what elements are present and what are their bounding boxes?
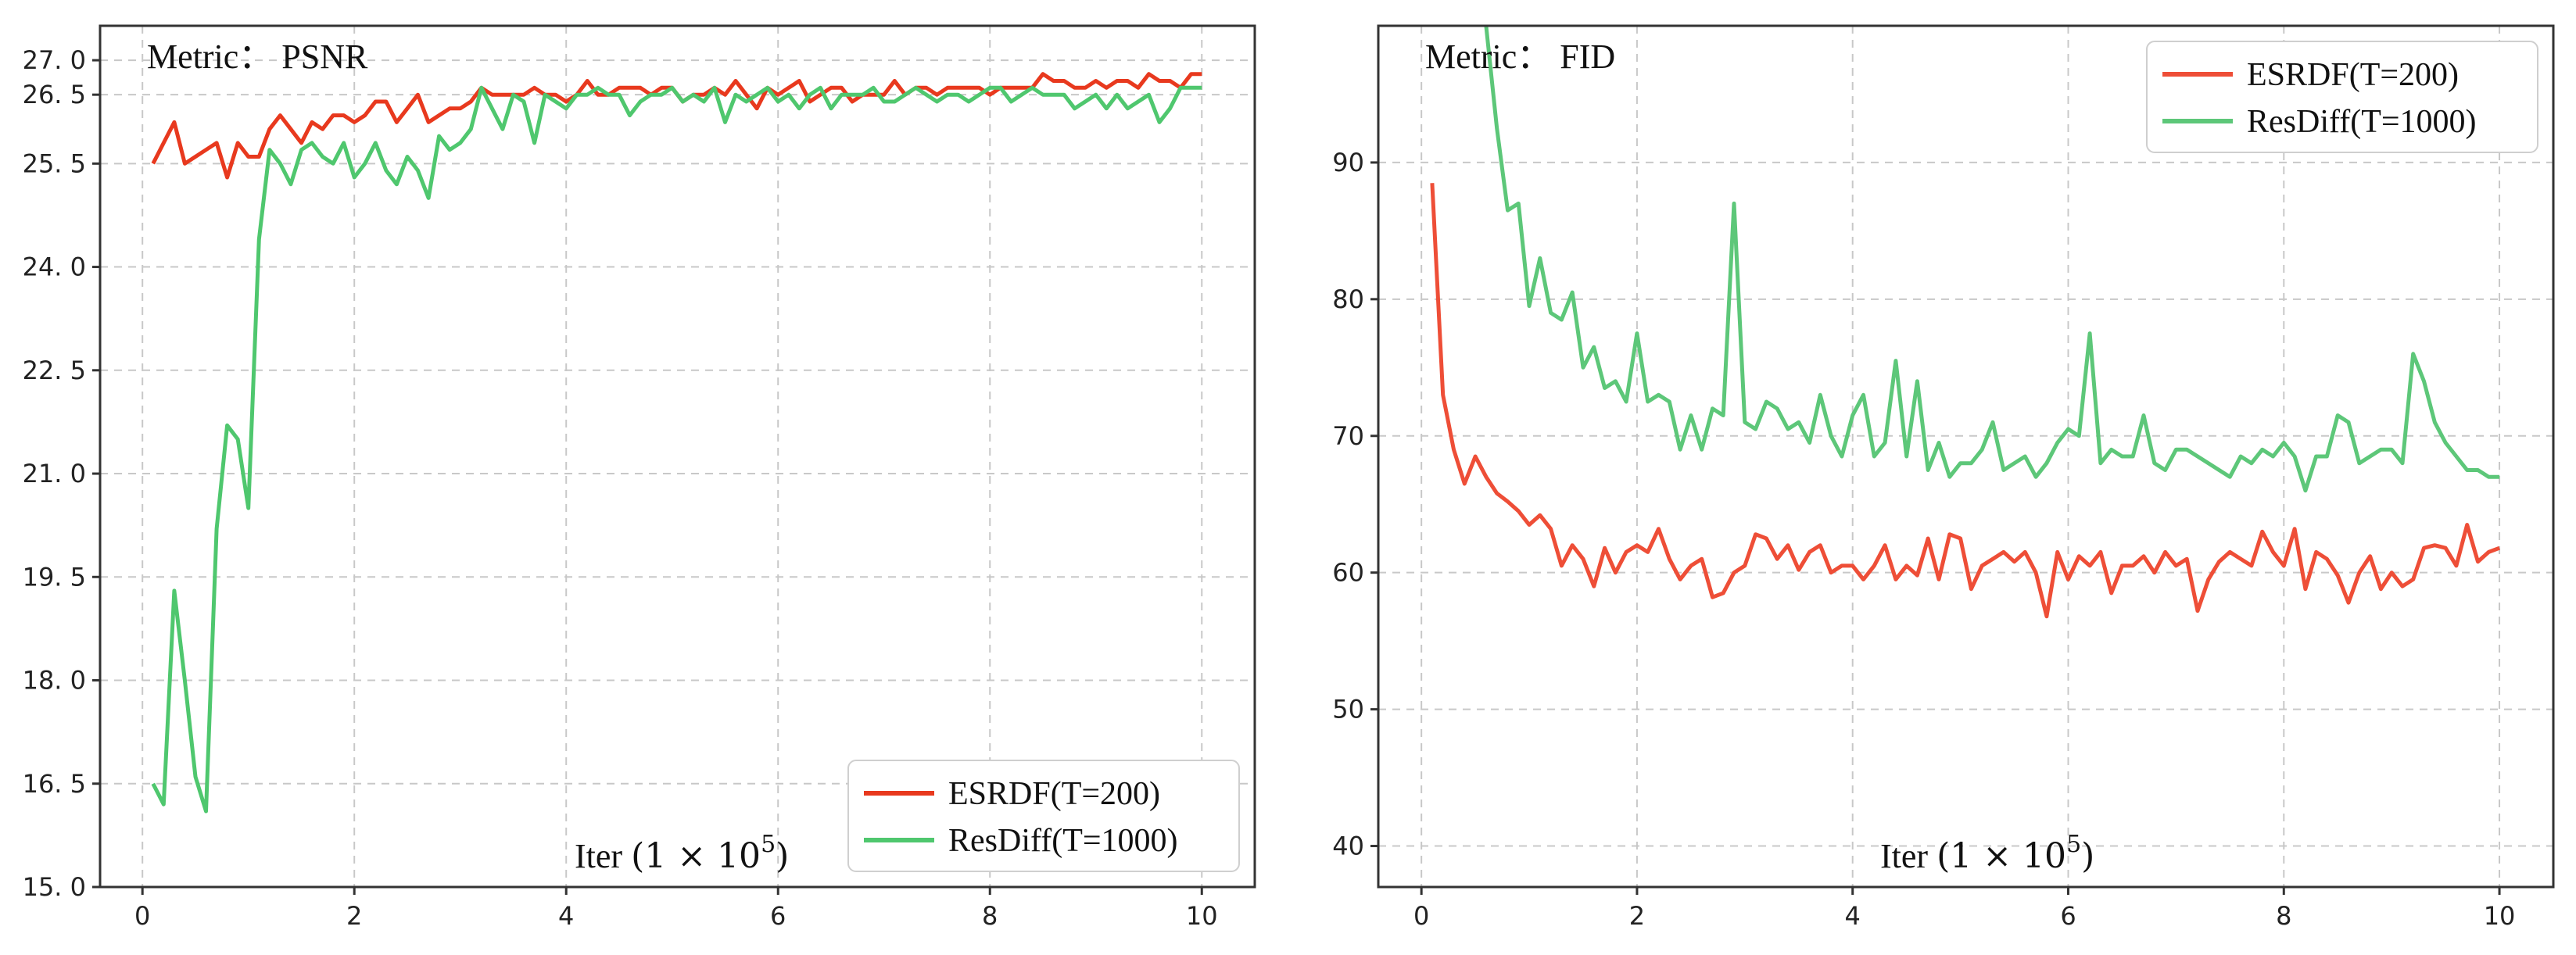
psnr-legend-box [847,760,1240,872]
psnr-x-tick-label: 0 [134,901,150,931]
psnr-metric-annotation: Metric： PSNR [147,38,368,76]
psnr-x-tick-label: 8 [982,901,998,931]
fid-y-tick-label: 40 [1332,832,1364,861]
fid-y-tick-label: 50 [1332,695,1364,724]
psnr-x-tick-label: 6 [770,901,786,931]
psnr-x-axis-label: Iter (1 × 105) [575,831,789,876]
fid-x-tick-label: 6 [2060,901,2076,931]
fid-x-tick-label: 4 [1845,901,1861,931]
fid-y-tick-label: 60 [1332,558,1364,588]
psnr-y-tick-label: 24. 0 [23,252,86,282]
psnr-legend-label: ResDiff(T=1000) [948,823,1178,859]
fid-plot-frame [1377,24,2555,889]
fid-x-axis-label: Iter (1 × 105) [1880,831,2094,876]
psnr-y-tick-label: 27. 0 [23,45,86,75]
psnr-y-tick-label: 21. 0 [23,459,86,488]
fid-legend-label: ResDiff(T=1000) [2247,104,2477,140]
psnr-x-tick-label: 10 [1186,901,1218,931]
psnr-chart-panel: 0 2 4 6 8 10 15. 0 16. 5 18. 0 19. 5 21. 0 22. 5 24.… [23,24,1256,931]
fid-chart-panel: 0 2 4 6 8 10 40 50 60 70 80 90 Metric： FID Iter (1 × … [1332,24,2555,931]
fid-y-tick-label: 90 [1332,148,1364,177]
psnr-legend: ESRDF(T=200) ResDiff(T=1000) [847,760,1240,872]
fid-metric-annotation: Metric： FID [1425,38,1615,76]
fid-x-tick-label: 2 [1629,901,1645,931]
fid-x-tick-label: 8 [2276,901,2291,931]
psnr-series-line-esrdf [151,72,1202,180]
fid-y-tick-label: 70 [1332,421,1364,451]
psnr-y-tick-label: 18. 0 [23,666,86,696]
fid-series-line-esrdf [1430,183,2500,619]
psnr-y-tick-label: 25. 5 [23,148,86,178]
psnr-series-line-resdiff [151,85,1202,814]
fid-legend-label: ESRDF(T=200) [2247,57,2459,93]
psnr-legend-label: ESRDF(T=200) [948,776,1160,812]
psnr-y-tick-label: 15. 0 [23,872,86,902]
fid-x-tick-label: 0 [1413,901,1429,931]
psnr-x-tick-label: 4 [558,901,574,931]
fid-y-tick-label: 80 [1332,284,1364,314]
fid-series-line-resdiff [1484,26,2500,493]
psnr-y-tick-label: 19. 5 [23,562,86,592]
fid-legend-box [2146,41,2538,153]
psnr-y-tick-label: 16. 5 [23,769,86,799]
psnr-y-tick-label: 26. 5 [23,80,86,109]
psnr-y-tick-label: 22. 5 [23,356,86,385]
fid-legend: ESRDF(T=200) ResDiff(T=1000) [2146,41,2538,153]
psnr-plot-frame [99,24,1256,889]
psnr-x-tick-label: 2 [346,901,362,931]
fid-x-tick-label: 10 [2484,901,2516,931]
